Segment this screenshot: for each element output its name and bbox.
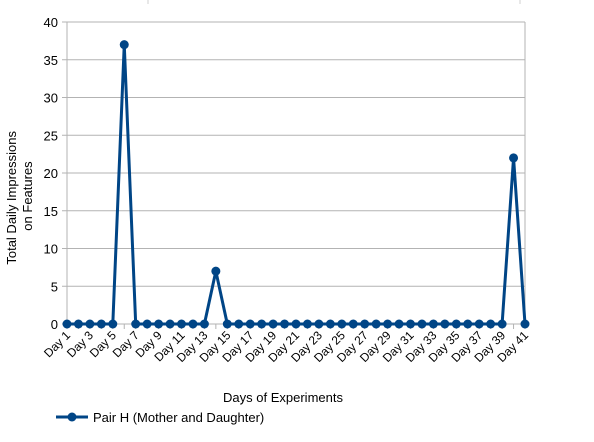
y-tick-label: 5 xyxy=(51,279,58,294)
y-axis-label-line-1: Total Daily Impressions xyxy=(4,130,19,264)
data-point xyxy=(85,319,95,329)
data-point xyxy=(383,319,393,329)
data-point xyxy=(280,319,290,329)
y-tick-label: 25 xyxy=(44,128,58,143)
data-point xyxy=(222,319,232,329)
y-tick-label: 20 xyxy=(44,166,58,181)
data-point xyxy=(440,319,450,329)
x-axis-label: Days of Experiments xyxy=(223,390,343,405)
data-point xyxy=(131,319,141,329)
data-point xyxy=(497,319,507,329)
data-point xyxy=(417,319,427,329)
data-point xyxy=(245,319,255,329)
data-point xyxy=(96,319,106,329)
y-tick-label: 0 xyxy=(51,317,58,332)
data-point xyxy=(62,319,72,329)
data-point xyxy=(165,319,175,329)
data-point xyxy=(234,319,244,329)
y-axis-label-line-2: on Features xyxy=(20,161,35,231)
series-layer xyxy=(62,40,530,329)
y-tick-label: 30 xyxy=(44,91,58,106)
data-point xyxy=(371,319,381,329)
legend-swatch-marker xyxy=(67,412,77,422)
data-point xyxy=(314,319,324,329)
data-point xyxy=(406,319,415,329)
data-point xyxy=(325,319,335,329)
data-point xyxy=(73,319,83,329)
data-point xyxy=(211,266,221,276)
data-point xyxy=(348,319,358,329)
data-point xyxy=(428,319,438,329)
data-point xyxy=(394,319,404,329)
data-point xyxy=(257,319,267,329)
data-point xyxy=(108,319,118,329)
data-point xyxy=(509,153,519,163)
data-point xyxy=(199,319,209,329)
data-point xyxy=(177,319,186,329)
legend-label: Pair H (Mother and Daughter) xyxy=(93,410,264,425)
data-point xyxy=(119,40,129,50)
data-point xyxy=(486,319,496,329)
data-point xyxy=(463,319,473,329)
y-tick-label: 15 xyxy=(44,204,58,219)
data-point xyxy=(360,319,370,329)
data-point xyxy=(154,319,164,329)
data-point xyxy=(302,319,312,329)
data-point xyxy=(268,319,278,329)
data-point xyxy=(142,319,152,329)
data-point xyxy=(451,319,461,329)
data-point xyxy=(291,319,301,329)
legend: Pair H (Mother and Daughter) xyxy=(56,410,264,425)
y-tick-label: 35 xyxy=(44,53,58,68)
gridlines xyxy=(66,0,526,325)
series-line xyxy=(67,43,527,326)
y-axis-label: Total Daily Impressions on Features xyxy=(4,127,35,264)
data-point xyxy=(520,319,530,329)
data-point xyxy=(188,319,198,329)
y-tick-label: 10 xyxy=(44,242,58,257)
y-tick-label: 40 xyxy=(44,15,58,30)
data-point xyxy=(337,319,347,329)
data-point xyxy=(474,319,484,329)
y-axis-ticks: 0 5 10 15 20 25 30 35 40 xyxy=(44,15,67,332)
